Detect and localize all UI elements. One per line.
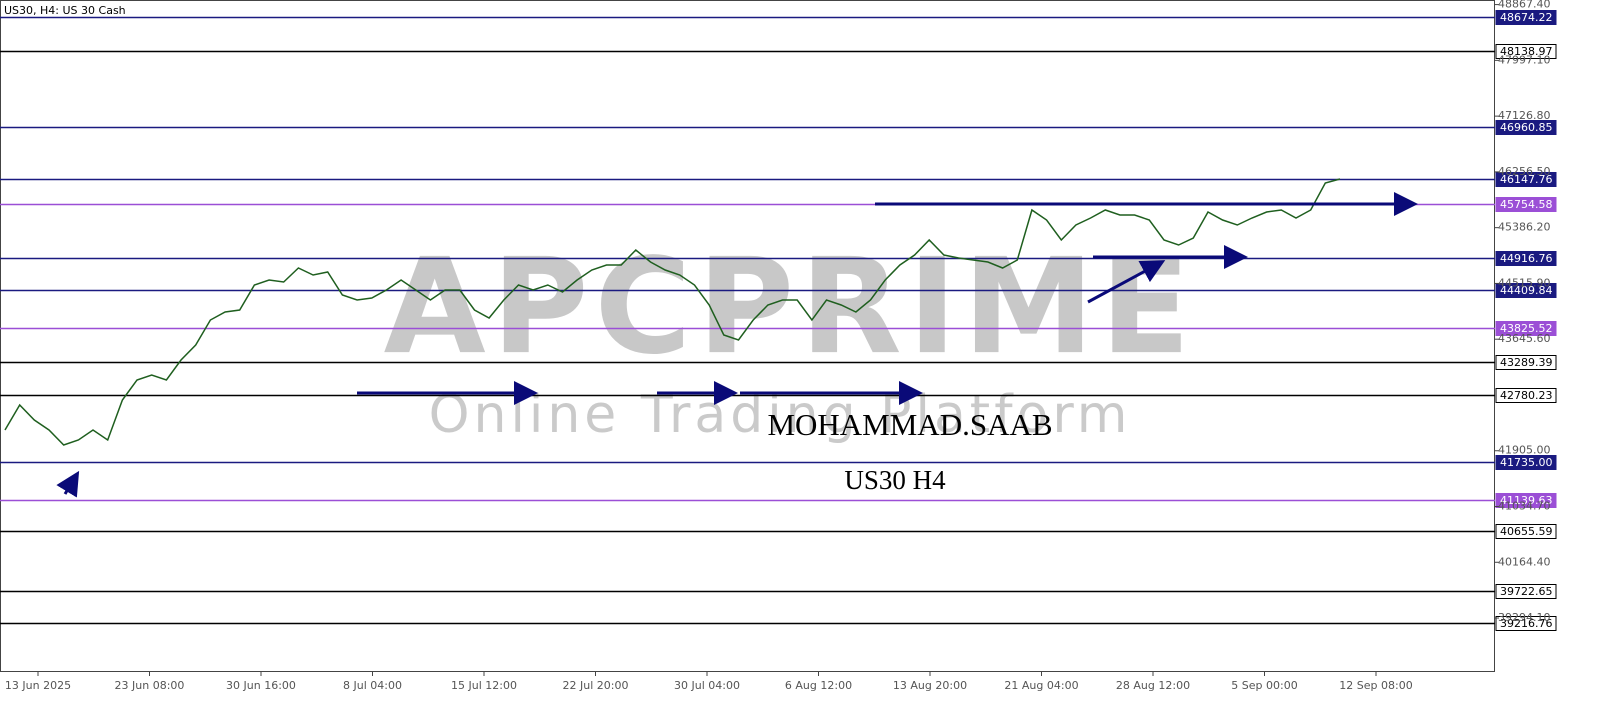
y-tick-label: 44515.90 bbox=[1498, 276, 1551, 289]
x-tick-label: 8 Jul 04:00 bbox=[343, 679, 402, 692]
level-label-box bbox=[1495, 10, 1557, 25]
level-label: 43289.39 bbox=[1500, 356, 1553, 369]
level-label: 42780.23 bbox=[1500, 389, 1553, 402]
level-label-box bbox=[1495, 355, 1557, 370]
watermark: APCPRIME bbox=[384, 230, 1197, 384]
level-label-box bbox=[1495, 44, 1557, 59]
level-label: 39722.65 bbox=[1500, 585, 1553, 598]
y-tick-label: 43645.60 bbox=[1498, 332, 1551, 345]
x-tick-label: 22 Jul 20:00 bbox=[563, 679, 629, 692]
y-tick-label: 47997.10 bbox=[1498, 53, 1551, 66]
plot-frame bbox=[0, 0, 1495, 672]
level-label: 43825.52 bbox=[1500, 322, 1553, 335]
price-line bbox=[4, 178, 1341, 446]
y-tick-label: 39294.10 bbox=[1498, 611, 1551, 624]
level-label-box bbox=[1495, 524, 1557, 539]
arrows bbox=[56, 192, 1418, 498]
x-tick-label: 23 Jun 08:00 bbox=[115, 679, 185, 692]
level-label-box bbox=[1495, 388, 1557, 403]
level-label-box bbox=[1495, 584, 1557, 599]
level-label-box bbox=[1495, 321, 1557, 336]
level-label-box bbox=[1495, 251, 1557, 266]
annotation: MOHAMMAD.SAAB bbox=[767, 407, 1052, 442]
annotation: US30 H4 bbox=[844, 465, 946, 495]
chart-title: US30, H4: US 30 Cash bbox=[4, 4, 126, 17]
level-label: 40655.59 bbox=[1500, 525, 1553, 538]
x-tick-label: 6 Aug 12:00 bbox=[785, 679, 852, 692]
x-tick-label: 30 Jun 16:00 bbox=[226, 679, 296, 692]
y-tick-label: 48867.40 bbox=[1498, 0, 1551, 11]
level-label: 41735.00 bbox=[1500, 456, 1553, 469]
x-tick-label: 13 Aug 20:00 bbox=[893, 679, 967, 692]
level-label: 46147.76 bbox=[1500, 173, 1553, 186]
x-tick-label: 5 Sep 00:00 bbox=[1231, 679, 1297, 692]
level-label: 44409.84 bbox=[1500, 284, 1553, 297]
y-tick-label: 41034.70 bbox=[1498, 500, 1551, 513]
level-label: 48138.97 bbox=[1500, 45, 1553, 58]
level-label: 45754.58 bbox=[1500, 198, 1553, 211]
x-tick-label: 13 Jun 2025 bbox=[5, 679, 71, 692]
level-label: 44916.76 bbox=[1500, 252, 1553, 265]
x-tick-label: 21 Aug 04:00 bbox=[1004, 679, 1078, 692]
level-label: 41139.63 bbox=[1500, 494, 1553, 507]
level-label-box bbox=[1495, 172, 1557, 187]
level-label-box bbox=[1495, 616, 1557, 631]
level-label-box bbox=[1495, 120, 1557, 135]
x-tick-label: 30 Jul 04:00 bbox=[674, 679, 740, 692]
level-label-box bbox=[1495, 455, 1557, 470]
y-tick-label: 41905.00 bbox=[1498, 444, 1551, 457]
x-tick-label: 12 Sep 08:00 bbox=[1339, 679, 1412, 692]
level-label: 48674.22 bbox=[1500, 11, 1553, 24]
x-tick-label: 15 Jul 12:00 bbox=[451, 679, 517, 692]
level-label: 39216.76 bbox=[1500, 617, 1553, 630]
y-tick-label: 40164.40 bbox=[1498, 555, 1551, 568]
level-label-box bbox=[1495, 283, 1557, 298]
level-label-box bbox=[1495, 493, 1557, 508]
y-tick-label: 47126.80 bbox=[1498, 109, 1551, 122]
y-tick-label: 45386.20 bbox=[1498, 221, 1551, 234]
x-tick-label: 28 Aug 12:00 bbox=[1116, 679, 1190, 692]
y-tick-label: 46256.50 bbox=[1498, 165, 1551, 178]
level-label-box bbox=[1495, 197, 1557, 212]
level-label: 46960.85 bbox=[1500, 121, 1553, 134]
